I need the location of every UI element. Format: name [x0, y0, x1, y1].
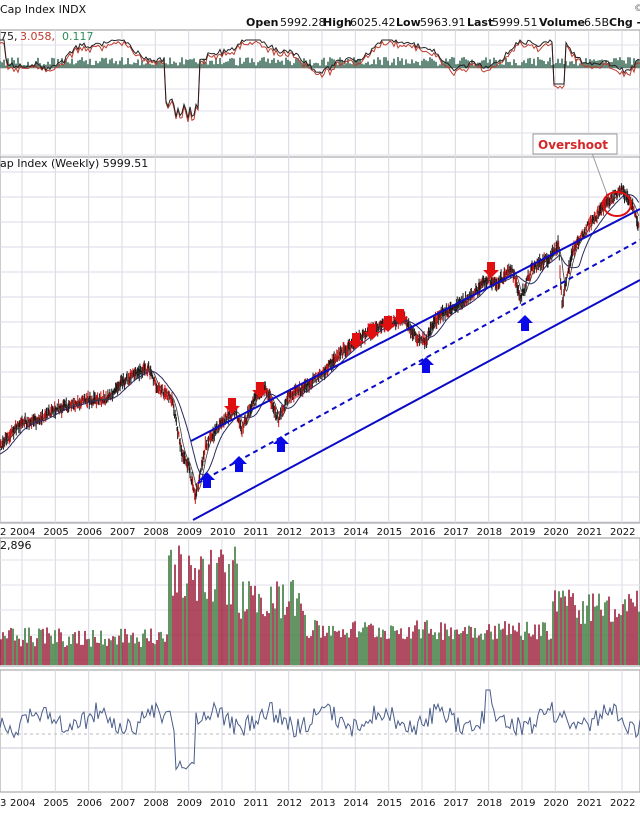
high-label: High	[323, 16, 352, 29]
down-arrow-icon	[224, 398, 240, 414]
open-label: Open	[246, 16, 279, 29]
x-tick-label: 2016	[410, 527, 435, 538]
overshoot-circle	[602, 191, 632, 217]
x-tick-label: 2020	[543, 798, 568, 809]
chg-label: Chg -	[609, 16, 640, 29]
down-arrow-icon	[392, 309, 408, 325]
volume-bars	[0, 545, 640, 665]
moving-average-short	[0, 190, 640, 491]
macd-signal-line	[0, 39, 640, 123]
x-tick-label: 2018	[477, 527, 502, 538]
x-tick-label: 2017	[443, 527, 468, 538]
high-value: 6025.42	[350, 16, 396, 29]
annotation-leader	[591, 152, 609, 198]
x-tick-label: 2008	[143, 798, 168, 809]
down-arrow-icon	[483, 262, 499, 278]
overshoot-box	[532, 133, 618, 155]
volume-panel-label: 2,896	[0, 539, 32, 552]
down-arrow-icon	[364, 324, 380, 340]
x-tick-label: 2016	[410, 798, 435, 809]
down-arrow-icon	[380, 316, 396, 332]
last-value: 5999.51	[492, 16, 538, 29]
up-arrow-icon	[418, 357, 434, 373]
up-arrow-icon	[517, 315, 533, 331]
x-tick-label: 2011	[243, 527, 268, 538]
x-tick-label: 2022	[610, 798, 635, 809]
x-tick-label: 2022	[610, 527, 635, 538]
x-tick-label: 2005	[43, 798, 68, 809]
x-tick-label: 2013	[310, 798, 335, 809]
oscillator-line	[0, 689, 640, 771]
up-arrow-icon	[273, 436, 289, 452]
x-tick-label: 2019	[510, 527, 535, 538]
price-panel-label: ap Index (Weekly) 5999.51	[0, 157, 148, 170]
x-tick-label: 2004	[10, 798, 35, 809]
oscillator-panel	[0, 669, 640, 793]
x-tick-label: 2021	[577, 798, 602, 809]
volume-value: 6.5B	[584, 16, 609, 29]
down-arrow-icon	[348, 333, 364, 349]
x-tick-label: 2017	[443, 798, 468, 809]
x-tick-label: 2012	[277, 527, 302, 538]
channel-lower	[192, 279, 640, 521]
x-tick-label: 2005	[43, 527, 68, 538]
trend-channel	[190, 208, 640, 521]
price-panel	[0, 156, 640, 524]
open-value: 5992.28	[280, 16, 326, 29]
x-tick-label: 2014	[343, 527, 368, 538]
macd-label-a: 75,	[0, 30, 18, 43]
macd-label-c: 0.117	[62, 30, 94, 43]
volume-panel	[0, 537, 640, 667]
x-tick-label: 2019	[510, 798, 535, 809]
up-arrow-icon	[231, 456, 247, 472]
x-tick-label: 3	[0, 798, 6, 809]
x-tick-label: 2006	[77, 527, 102, 538]
x-tick-label: 2015	[377, 527, 402, 538]
x-tick-label: 2007	[110, 798, 135, 809]
x-tick-label: 2009	[177, 527, 202, 538]
channel-midline	[197, 239, 640, 484]
macd-label-b: 3.058,	[20, 30, 55, 43]
low-value: 5963.91	[420, 16, 466, 29]
x-tick-label: 2011	[243, 798, 268, 809]
x-tick-label: 2013	[310, 527, 335, 538]
x-tick-label: 2009	[177, 798, 202, 809]
x-tick-label: 2007	[110, 527, 135, 538]
x-tick-label: 2015	[377, 798, 402, 809]
volume-label: Volume	[539, 16, 585, 29]
x-tick-label: 2010	[210, 798, 235, 809]
macd-line	[0, 39, 640, 119]
x-tick-label: 2010	[210, 527, 235, 538]
x-tick-label: 2020	[543, 527, 568, 538]
macd-indicator	[0, 39, 640, 123]
x-tick-label: 2012	[277, 798, 302, 809]
x-tick-label: 2018	[477, 798, 502, 809]
x-tick-label: 2006	[77, 798, 102, 809]
x-tick-label: 2014	[343, 798, 368, 809]
signal-arrows	[199, 262, 533, 488]
chart-title: Cap Index INDX	[0, 3, 87, 16]
low-label: Low	[396, 16, 421, 29]
x-tick-label: 2	[0, 527, 6, 538]
channel-upper	[190, 208, 640, 442]
x-tick-label: 2004	[10, 527, 35, 538]
overshoot-label: Overshoot	[538, 138, 608, 152]
oscillator-series	[0, 689, 640, 771]
x-tick-label: 2008	[143, 527, 168, 538]
up-arrow-icon	[199, 472, 215, 488]
last-label: Last	[467, 16, 493, 29]
down-arrow-icon	[252, 382, 268, 398]
x-axis-labels: 2 3 2004 2004 2005 2005 2006 2006 2007 2007 2008 20…	[0, 527, 635, 809]
header-clip: ©	[634, 4, 640, 14]
x-tick-label: 2021	[577, 527, 602, 538]
